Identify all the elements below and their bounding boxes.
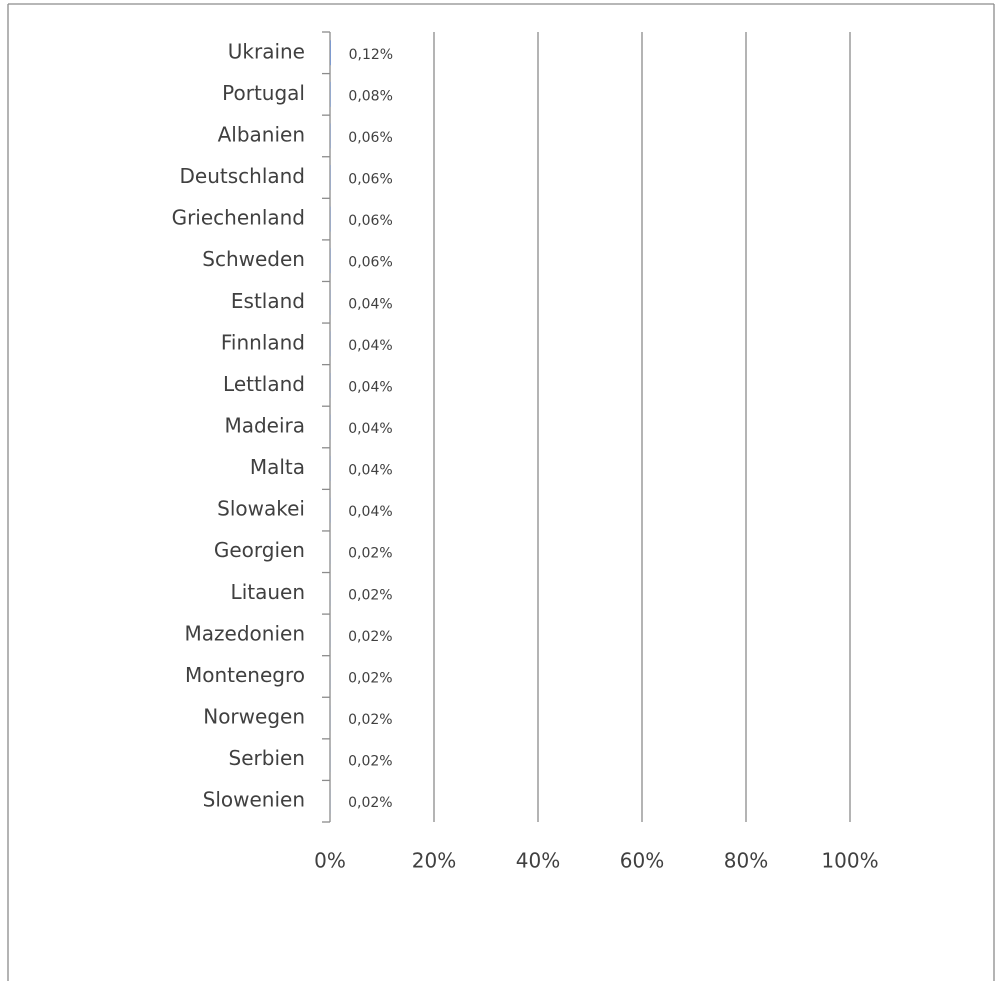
data-label: 0,02% bbox=[348, 670, 392, 686]
data-label: 0,04% bbox=[348, 421, 392, 437]
data-label: 0,02% bbox=[348, 629, 392, 645]
data-label: 0,04% bbox=[348, 296, 392, 312]
y-tick-label: Ukraine bbox=[228, 39, 305, 63]
y-tick-label: Portugal bbox=[222, 81, 305, 105]
data-label: 0,08% bbox=[348, 88, 392, 104]
data-label: 0,04% bbox=[348, 504, 392, 520]
y-tick-label: Litauen bbox=[231, 580, 305, 604]
y-tick-label: Slowakei bbox=[217, 497, 305, 521]
x-tick-label: 100% bbox=[821, 849, 878, 873]
bar bbox=[330, 40, 331, 66]
y-tick-label: Lettland bbox=[223, 372, 305, 396]
data-label: 0,02% bbox=[348, 754, 392, 770]
y-tick-label: Deutschland bbox=[180, 164, 306, 188]
y-tick-label: Slowenien bbox=[203, 788, 305, 812]
y-tick-label: Schweden bbox=[202, 247, 305, 271]
y-tick-label: Georgien bbox=[214, 538, 305, 562]
data-label: 0,02% bbox=[348, 795, 392, 811]
y-tick-label: Albanien bbox=[218, 122, 305, 146]
data-label: 0,02% bbox=[348, 546, 392, 562]
y-tick-label: Finnland bbox=[221, 330, 305, 354]
data-label: 0,02% bbox=[348, 587, 392, 603]
y-tick-label: Estland bbox=[231, 289, 305, 313]
data-label: 0,06% bbox=[348, 172, 392, 188]
x-tick-label: 60% bbox=[620, 849, 664, 873]
y-tick-label: Montenegro bbox=[185, 663, 305, 687]
y-tick-label: Malta bbox=[250, 455, 305, 479]
y-tick-label: Norwegen bbox=[203, 705, 305, 729]
data-label: 0,06% bbox=[348, 130, 392, 146]
data-label: 0,06% bbox=[348, 255, 392, 271]
x-tick-label: 0% bbox=[314, 849, 346, 873]
data-label: 0,06% bbox=[348, 213, 392, 229]
data-label: 0,04% bbox=[348, 338, 392, 354]
y-tick-label: Serbien bbox=[229, 746, 305, 770]
data-label: 0,02% bbox=[348, 712, 392, 728]
x-tick-label: 20% bbox=[412, 849, 456, 873]
x-tick-label: 80% bbox=[724, 849, 768, 873]
data-label: 0,12% bbox=[349, 47, 393, 63]
x-tick-label: 40% bbox=[516, 849, 560, 873]
y-tick-label: Griechenland bbox=[172, 206, 305, 230]
data-label: 0,04% bbox=[348, 379, 392, 395]
y-tick-label: Madeira bbox=[224, 414, 305, 438]
data-label: 0,04% bbox=[348, 463, 392, 479]
y-tick-label: Mazedonien bbox=[185, 621, 305, 645]
